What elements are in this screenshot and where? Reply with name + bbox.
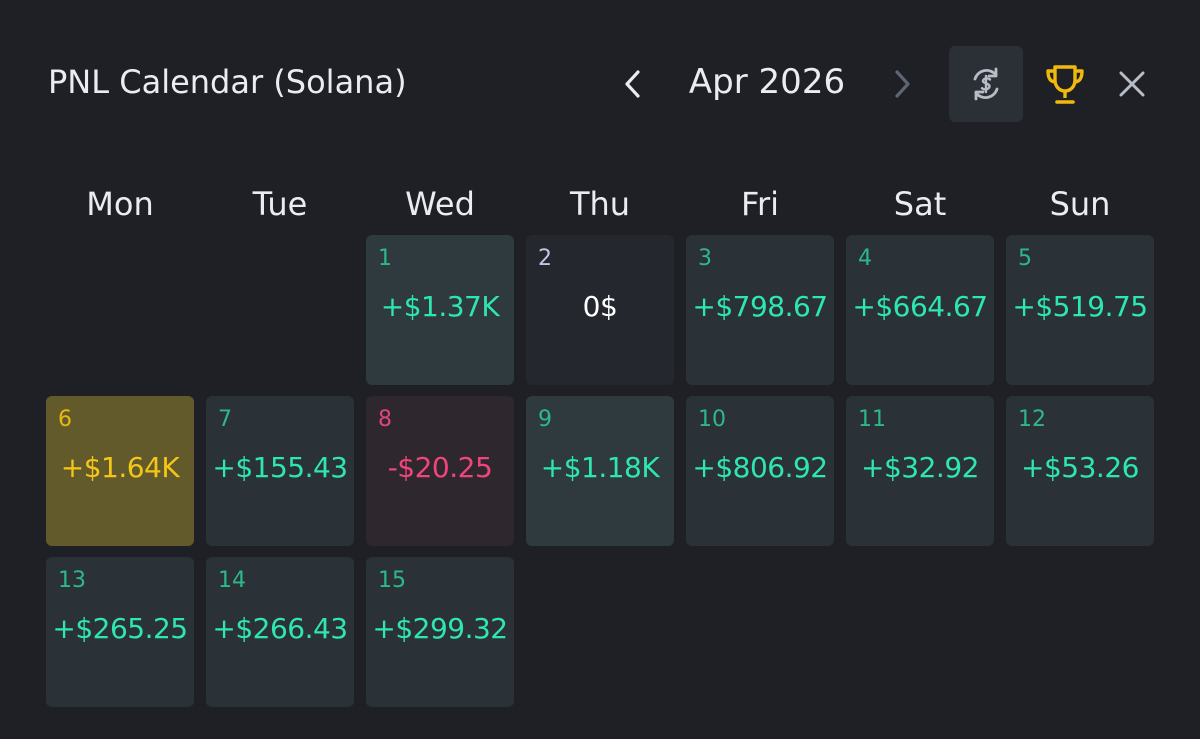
- day-number: 1: [378, 246, 392, 271]
- calendar-day-cell[interactable]: 2 0$: [526, 235, 674, 385]
- day-number: 12: [1018, 407, 1046, 432]
- day-pnl-value: +$1.64K: [60, 451, 180, 484]
- calendar-title: PNL Calendar (Solana): [48, 63, 407, 101]
- calendar-day-cell[interactable]: 7 +$155.43: [206, 396, 354, 546]
- day-number: 4: [858, 246, 872, 271]
- calendar-day-cell[interactable]: 12 +$53.26: [1006, 396, 1154, 546]
- calendar-day-cell[interactable]: 5 +$519.75: [1006, 235, 1154, 385]
- day-number: 3: [698, 246, 712, 271]
- day-pnl-value: -$20.25: [387, 451, 493, 484]
- day-pnl-value: +$155.43: [212, 451, 348, 484]
- prev-month-button[interactable]: [614, 64, 652, 104]
- close-button[interactable]: [1112, 64, 1152, 104]
- day-number: 8: [378, 407, 392, 432]
- calendar-day-cell[interactable]: 4 +$664.67: [846, 235, 994, 385]
- weekday-label-mon: Mon: [86, 185, 154, 223]
- weekday-label-sun: Sun: [1049, 185, 1111, 223]
- calendar-day-cell[interactable]: 10 +$806.92: [686, 396, 834, 546]
- calendar-day-cell[interactable]: 11 +$32.92: [846, 396, 994, 546]
- day-pnl-value: +$664.67: [852, 290, 988, 323]
- chevron-right-icon: [895, 70, 910, 98]
- day-pnl-value: +$32.92: [861, 451, 979, 484]
- weekday-label-fri: Fri: [740, 185, 780, 223]
- calendar-day-cell[interactable]: 15 +$299.32: [366, 557, 514, 707]
- calendar-day-cell[interactable]: 8 -$20.25: [366, 396, 514, 546]
- day-number: 10: [698, 407, 726, 432]
- day-number: 11: [858, 407, 886, 432]
- calendar-day-cell[interactable]: 9 +$1.18K: [526, 396, 674, 546]
- day-number: 2: [538, 246, 552, 271]
- day-number: 13: [58, 568, 86, 593]
- close-icon: [1119, 71, 1145, 97]
- day-pnl-value: +$806.92: [692, 451, 828, 484]
- day-number: 14: [218, 568, 246, 593]
- day-number: 7: [218, 407, 232, 432]
- day-pnl-value: +$299.32: [372, 612, 508, 645]
- day-number: 9: [538, 407, 552, 432]
- calendar-day-cell[interactable]: 1 +$1.37K: [366, 235, 514, 385]
- dollar-swap-icon: [973, 67, 999, 101]
- day-pnl-value: +$53.26: [1021, 451, 1139, 484]
- chevron-left-icon: [625, 70, 640, 98]
- weekday-label-thu: Thu: [569, 185, 631, 223]
- calendar-day-cell[interactable]: 13 +$265.25: [46, 557, 194, 707]
- day-pnl-value: +$798.67: [692, 290, 828, 323]
- weekday-label-wed: Wed: [405, 185, 475, 223]
- day-number: 6: [58, 407, 72, 432]
- trophy-icon: [1046, 65, 1084, 104]
- day-pnl-value: +$1.37K: [380, 290, 500, 323]
- day-number: 15: [378, 568, 406, 593]
- day-pnl-value: +$519.75: [1012, 290, 1148, 323]
- day-pnl-value: +$265.25: [52, 612, 188, 645]
- currency-toggle-button[interactable]: [949, 46, 1023, 122]
- calendar-header: PNL Calendar (Solana) Apr 2026: [0, 0, 1200, 165]
- leaderboard-trophy-button[interactable]: [1042, 62, 1088, 108]
- weekday-header-row: Mon Tue Wed Thu Fri Sat Sun: [46, 182, 1154, 226]
- day-number: 5: [1018, 246, 1032, 271]
- day-pnl-value: +$266.43: [212, 612, 348, 645]
- next-month-button[interactable]: [883, 64, 921, 104]
- weekday-label-tue: Tue: [252, 185, 308, 223]
- calendar-day-cell[interactable]: 3 +$798.67: [686, 235, 834, 385]
- current-month-label: Apr 2026: [688, 62, 846, 102]
- day-pnl-value: +$1.18K: [540, 451, 660, 484]
- day-pnl-value: 0$: [582, 290, 618, 323]
- calendar-day-cell[interactable]: 6 +$1.64K: [46, 396, 194, 546]
- weekday-label-sat: Sat: [893, 185, 947, 223]
- calendar-day-cell[interactable]: 14 +$266.43: [206, 557, 354, 707]
